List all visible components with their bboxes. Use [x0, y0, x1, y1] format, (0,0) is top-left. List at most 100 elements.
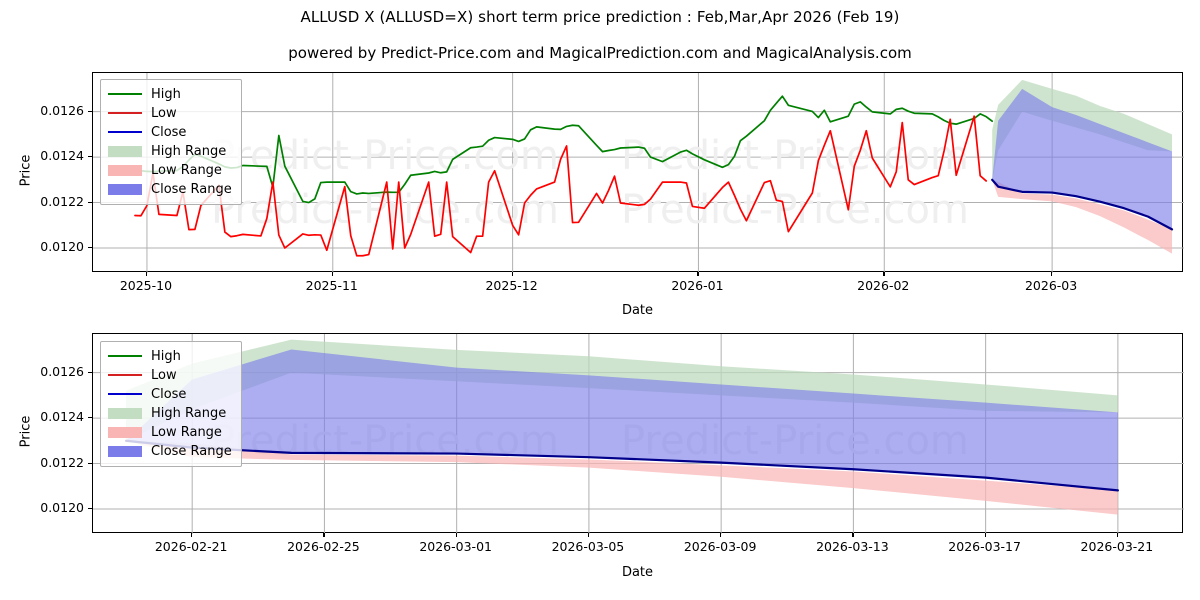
- legend-swatch-mark: [108, 131, 142, 134]
- legend-swatch-mark: [108, 165, 142, 176]
- legend-line-swatch: [108, 88, 142, 101]
- x-tick-label: 2026-03-09: [683, 539, 757, 554]
- x-tick-label: 2026-01: [671, 278, 724, 293]
- legend-swatch-mark: [108, 146, 142, 157]
- legend-patch-swatch: [108, 183, 142, 196]
- y-tick-label: 0.0124: [40, 148, 84, 164]
- legend-label: Close: [151, 125, 187, 140]
- legend-item-close-range: Close Range: [108, 442, 232, 461]
- detail-x-axis-label: Date: [621, 565, 654, 580]
- x-tick-mark: [1116, 533, 1119, 537]
- legend-item-close: Close: [108, 123, 232, 142]
- legend-patch-swatch: [108, 426, 142, 439]
- legend-swatch-mark: [108, 393, 142, 396]
- legend-label: Low: [151, 106, 177, 121]
- legend-item-high: High: [108, 347, 232, 366]
- legend-label: Low Range: [151, 163, 222, 178]
- legend-swatch-mark: [108, 427, 142, 438]
- legend-label: Close: [151, 387, 187, 402]
- y-tick-mark: [88, 371, 92, 373]
- legend-label: High: [151, 349, 181, 364]
- y-tick-mark: [88, 110, 92, 112]
- legend-swatch-mark: [108, 446, 142, 457]
- legend-line-swatch: [108, 350, 142, 363]
- x-tick-mark: [1051, 272, 1053, 276]
- legend-label: High Range: [151, 406, 227, 421]
- y-tick-label: 0.0126: [40, 363, 84, 379]
- legend-item-low-range: Low Range: [108, 423, 232, 442]
- y-tick-label: 0.0120: [40, 500, 84, 515]
- detail-legend: High Low Close High Range Low Range Close Ran…: [100, 341, 242, 467]
- legend-line-swatch: [108, 369, 142, 382]
- legend-patch-swatch: [108, 164, 142, 177]
- x-tick-label: 2025-12: [485, 278, 538, 293]
- legend-line-swatch: [108, 388, 142, 401]
- overview-x-axis-label: Date: [621, 303, 654, 318]
- y-tick-label: 0.0122: [40, 454, 84, 470]
- legend-item-close-range: Close Range: [108, 180, 232, 199]
- legend-swatch-mark: [108, 408, 142, 419]
- x-tick-mark: [191, 533, 193, 537]
- legend-label: Low Range: [151, 425, 222, 440]
- x-tick-label: 2026-03-13: [816, 539, 889, 554]
- legend-swatch-mark: [108, 355, 142, 358]
- legend-swatch-mark: [108, 184, 142, 195]
- x-tick-mark: [323, 533, 325, 537]
- x-tick-label: 2026-03-17: [948, 539, 1021, 554]
- legend-label: Low: [151, 368, 177, 383]
- x-tick-mark: [511, 272, 513, 276]
- legend-item-low-range: Low Range: [108, 161, 232, 180]
- y-tick-label: 0.0122: [40, 193, 84, 209]
- x-tick-mark: [883, 272, 885, 276]
- x-tick-mark: [852, 533, 854, 537]
- legend-label: Close Range: [151, 182, 232, 197]
- page-title: ALLUSD X (ALLUSD=X) short term price pre…: [300, 8, 900, 26]
- x-tick-label: 2026-03-01: [419, 539, 492, 554]
- x-tick-mark: [984, 533, 986, 537]
- x-tick-mark: [697, 272, 699, 276]
- x-tick-label: 2026-03-21: [1080, 539, 1154, 554]
- x-tick-label: 2026-02-21: [154, 539, 228, 554]
- legend-item-high-range: High Range: [108, 142, 232, 161]
- svg-text:Predict-Price.com: Predict-Price.com: [211, 133, 559, 179]
- legend-line-swatch: [108, 107, 142, 120]
- svg-text:Predict-Price.com: Predict-Price.com: [621, 133, 969, 179]
- y-tick-label: 0.0124: [40, 409, 84, 425]
- legend-patch-swatch: [108, 145, 142, 158]
- y-tick-mark: [88, 508, 92, 510]
- y-tick-mark: [88, 417, 92, 419]
- y-tick-label: 0.0120: [40, 239, 84, 254]
- x-tick-mark: [455, 533, 457, 537]
- legend-swatch-mark: [108, 93, 142, 96]
- legend-swatch-mark: [108, 374, 142, 377]
- legend-label: Close Range: [151, 444, 232, 459]
- legend-item-low: Low: [108, 366, 232, 385]
- legend-patch-swatch: [108, 407, 142, 420]
- overview-legend: High Low Close High Range Low Range Close Ran…: [100, 79, 242, 205]
- x-tick-label: 2026-02: [857, 278, 910, 293]
- x-tick-mark: [145, 272, 148, 276]
- x-tick-label: 2025-10: [119, 278, 173, 293]
- legend-line-swatch: [108, 126, 142, 139]
- legend-item-low: Low: [108, 104, 232, 123]
- legend-label: High: [151, 87, 181, 102]
- x-tick-label: 2025-11: [305, 278, 358, 293]
- y-tick-mark: [88, 156, 92, 158]
- y-tick-mark: [88, 201, 92, 203]
- legend-label: High Range: [151, 144, 227, 159]
- legend-item-high-range: High Range: [108, 404, 232, 423]
- legend-swatch-mark: [108, 112, 142, 115]
- svg-text:Predict-Price.com: Predict-Price.com: [621, 187, 969, 233]
- legend-patch-swatch: [108, 445, 142, 458]
- x-tick-mark: [331, 272, 334, 276]
- x-tick-label: 2026-03: [1024, 278, 1078, 293]
- legend-item-high: High: [108, 85, 232, 104]
- x-tick-mark: [587, 533, 590, 537]
- chart-subtitle: powered by Predict-Price.com and Magical…: [288, 44, 912, 62]
- overview-plot-area: Predict-Price.com Predict-Price.com Predic…: [92, 72, 1184, 273]
- x-tick-label: 2026-03-05: [551, 539, 625, 554]
- legend-item-close: Close: [108, 385, 232, 404]
- y-tick-mark: [88, 247, 92, 249]
